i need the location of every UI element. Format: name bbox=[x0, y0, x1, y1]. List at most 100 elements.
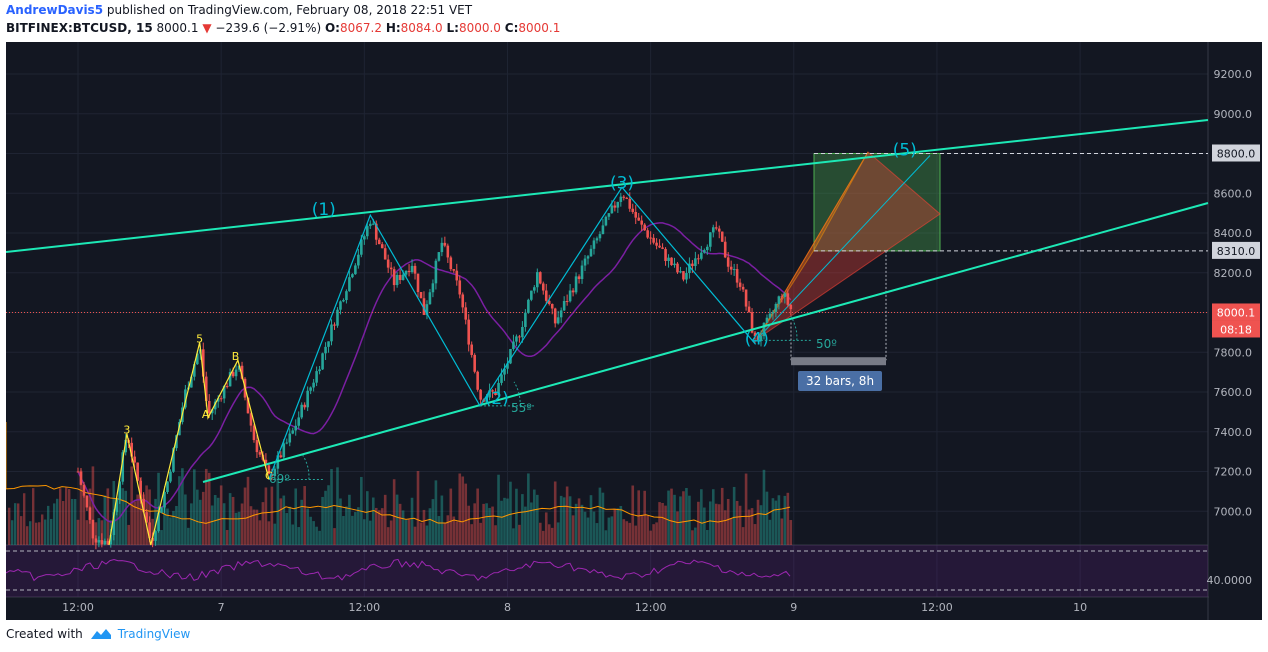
price-tick-label: 7400.0 bbox=[1214, 426, 1253, 439]
candle-body bbox=[327, 341, 330, 347]
volume-bar bbox=[395, 494, 399, 545]
volume-bar bbox=[100, 520, 104, 545]
candle-body bbox=[193, 364, 196, 377]
channel-lower-line bbox=[202, 202, 1209, 483]
candle-body bbox=[267, 465, 271, 474]
candle-body bbox=[270, 473, 274, 477]
volume-bar bbox=[291, 524, 295, 545]
volume-bar bbox=[267, 521, 271, 545]
candle-body bbox=[592, 240, 596, 249]
volume-bar bbox=[74, 499, 77, 545]
published-text: published on TradingView.com, February 0… bbox=[106, 3, 473, 17]
volume-bar bbox=[574, 503, 578, 545]
candle-body bbox=[717, 228, 721, 232]
volume-bar bbox=[413, 526, 417, 545]
volume-bar bbox=[139, 477, 142, 545]
volume-bar bbox=[428, 508, 432, 545]
volume-bar bbox=[315, 526, 318, 545]
tradingview-link[interactable]: TradingView bbox=[89, 627, 190, 641]
volume-bar bbox=[348, 494, 351, 545]
candle-body bbox=[577, 276, 581, 280]
candle-body bbox=[470, 344, 473, 355]
volume-bar bbox=[547, 524, 551, 545]
volume-bar bbox=[351, 515, 354, 545]
rsi-line bbox=[6, 558, 791, 582]
candle-body bbox=[711, 227, 715, 233]
volume-bar bbox=[479, 522, 482, 545]
volume-bar bbox=[324, 490, 327, 545]
candle-body bbox=[518, 336, 521, 338]
volume-bar bbox=[318, 530, 321, 545]
candle-body bbox=[246, 397, 250, 414]
volume-bar bbox=[679, 496, 682, 545]
symbol-label: BITFINEX:BTCUSD, 15 bbox=[6, 21, 153, 35]
candle-body bbox=[544, 290, 548, 301]
candle-body bbox=[479, 389, 482, 400]
candle-body bbox=[777, 296, 781, 304]
candle-body bbox=[765, 317, 769, 323]
candle-body bbox=[568, 290, 572, 302]
volume-bar bbox=[640, 514, 643, 545]
candle-body bbox=[154, 531, 157, 541]
volume-bar bbox=[494, 525, 497, 545]
volume-bar bbox=[285, 513, 289, 545]
volume-bar bbox=[780, 518, 784, 545]
volume-bar bbox=[38, 522, 41, 545]
candle-body bbox=[309, 387, 312, 391]
candle-body bbox=[780, 296, 784, 298]
candle-body bbox=[109, 535, 113, 545]
candle-body bbox=[553, 308, 557, 324]
volume-bar bbox=[717, 504, 721, 545]
volume-bar bbox=[249, 506, 253, 545]
author-link[interactable]: AndrewDavis5 bbox=[6, 3, 104, 17]
volume-bar bbox=[231, 496, 235, 545]
candle-body bbox=[273, 468, 277, 477]
volume-bar bbox=[723, 510, 727, 545]
volume-bar bbox=[333, 528, 336, 545]
volume-bar bbox=[673, 494, 676, 545]
candle-body bbox=[118, 481, 122, 500]
volume-bar bbox=[35, 522, 38, 545]
volume-bar bbox=[288, 506, 292, 545]
measure-tag: 32 bars, 8h bbox=[798, 371, 882, 391]
candle-body bbox=[157, 512, 160, 532]
minor-wave-label: A bbox=[202, 408, 210, 421]
volume-bar bbox=[303, 486, 306, 545]
volume-bar bbox=[691, 530, 694, 545]
volume-bar bbox=[619, 505, 623, 545]
candle-body bbox=[512, 341, 515, 350]
angle-arc bbox=[790, 316, 798, 341]
target-zone bbox=[813, 153, 941, 252]
candle-body bbox=[210, 409, 214, 414]
volume-bar bbox=[106, 488, 110, 545]
candle-body bbox=[363, 236, 366, 240]
candle-body bbox=[720, 231, 724, 242]
volume-bar bbox=[17, 503, 20, 545]
volume-bar bbox=[94, 522, 98, 545]
volume-bar bbox=[607, 517, 611, 545]
volume-bar bbox=[738, 505, 742, 545]
candle-body bbox=[622, 196, 626, 198]
candle-body bbox=[297, 417, 301, 426]
volume-bar bbox=[533, 489, 536, 545]
price-tag-bg bbox=[1212, 241, 1260, 259]
rsi-tick-label: 40.0000 bbox=[1207, 574, 1253, 587]
candle-body bbox=[768, 313, 772, 318]
price-tag: 8000.1 bbox=[1212, 303, 1260, 321]
candle-body bbox=[255, 440, 259, 453]
volume-bar bbox=[354, 512, 357, 545]
candle-body bbox=[697, 258, 700, 260]
candle-body bbox=[222, 386, 226, 399]
low-value: 8000.0 bbox=[458, 21, 501, 35]
volume-bar bbox=[62, 501, 65, 545]
volume-bar bbox=[735, 500, 739, 545]
volume-bar bbox=[273, 523, 277, 545]
tradingview-logo-icon bbox=[90, 629, 111, 639]
volume-bar bbox=[363, 519, 366, 545]
rsi-band bbox=[6, 545, 1208, 597]
candle-body bbox=[318, 369, 321, 372]
volume-bar bbox=[485, 503, 488, 545]
volume-bar bbox=[765, 491, 769, 545]
candle-body bbox=[604, 216, 608, 226]
